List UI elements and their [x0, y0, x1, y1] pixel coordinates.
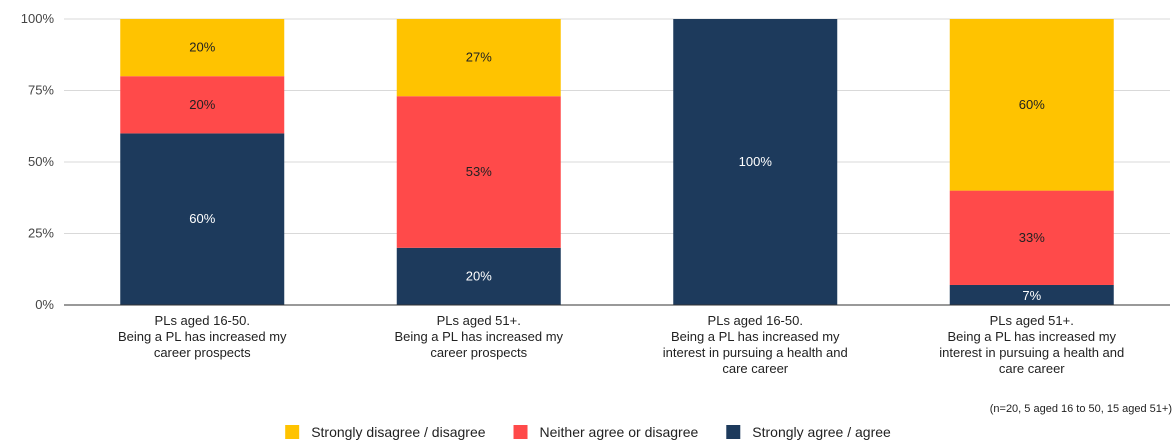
data-label: 20%: [466, 268, 492, 283]
bar-segment: [120, 19, 285, 77]
data-label: 33%: [1019, 230, 1045, 245]
legend: Strongly disagree / disagree Neither agre…: [285, 424, 891, 440]
data-label: 100%: [739, 154, 773, 169]
bar-segment: [949, 19, 1114, 191]
legend-swatch: [726, 425, 741, 439]
category-label: PLs aged 51+. Being a PL has increased my…: [394, 313, 563, 360]
y-tick-label: 25%: [28, 226, 54, 241]
bar-segment: [396, 247, 561, 305]
sample-size-note: (n=20, 5 aged 16 to 50, 15 aged 51+): [990, 403, 1172, 415]
bar-segment: [396, 96, 561, 248]
legend-label: Neither agree or disagree: [540, 424, 699, 440]
category-labels: PLs aged 16-50. Being a PL has increased …: [118, 313, 1124, 376]
legend-label: Strongly agree / agree: [752, 424, 891, 440]
bars: [120, 19, 1114, 305]
category-label: PLs aged 16-50. Being a PL has increased …: [663, 313, 848, 376]
legend-label: Strongly disagree / disagree: [311, 424, 486, 440]
legend-item: Neither agree or disagree: [513, 424, 699, 440]
data-label: 20%: [189, 97, 215, 112]
data-label: 20%: [189, 40, 215, 55]
category-label: PLs aged 51+. Being a PL has increased my…: [939, 313, 1124, 376]
data-label: 27%: [466, 50, 492, 65]
bar-segment: [673, 19, 838, 305]
data-labels: 60% 20% 20% 20% 53% 27% 100% 7% 33% 60%: [189, 40, 1045, 303]
y-tick-label: 100%: [21, 11, 55, 26]
y-axis-tick-labels: 0% 25% 50% 75% 100%: [21, 11, 55, 312]
bar-segment: [949, 190, 1114, 285]
legend-item: Strongly agree / agree: [726, 424, 891, 440]
data-label: 7%: [1022, 288, 1041, 303]
bar-segment: [120, 133, 285, 305]
data-label: 60%: [189, 211, 215, 226]
bar-segment: [949, 284, 1114, 305]
legend-swatch: [285, 425, 300, 439]
data-label: 53%: [466, 164, 492, 179]
y-tick-label: 50%: [28, 154, 54, 169]
category-label: PLs aged 16-50. Being a PL has increased …: [118, 313, 287, 360]
data-label: 60%: [1019, 97, 1045, 112]
legend-swatch: [513, 425, 528, 439]
bar-segment: [396, 19, 561, 97]
bar-segment: [120, 76, 285, 134]
legend-item: Strongly disagree / disagree: [285, 424, 486, 440]
y-tick-label: 0%: [35, 297, 54, 312]
y-tick-label: 75%: [28, 83, 54, 98]
